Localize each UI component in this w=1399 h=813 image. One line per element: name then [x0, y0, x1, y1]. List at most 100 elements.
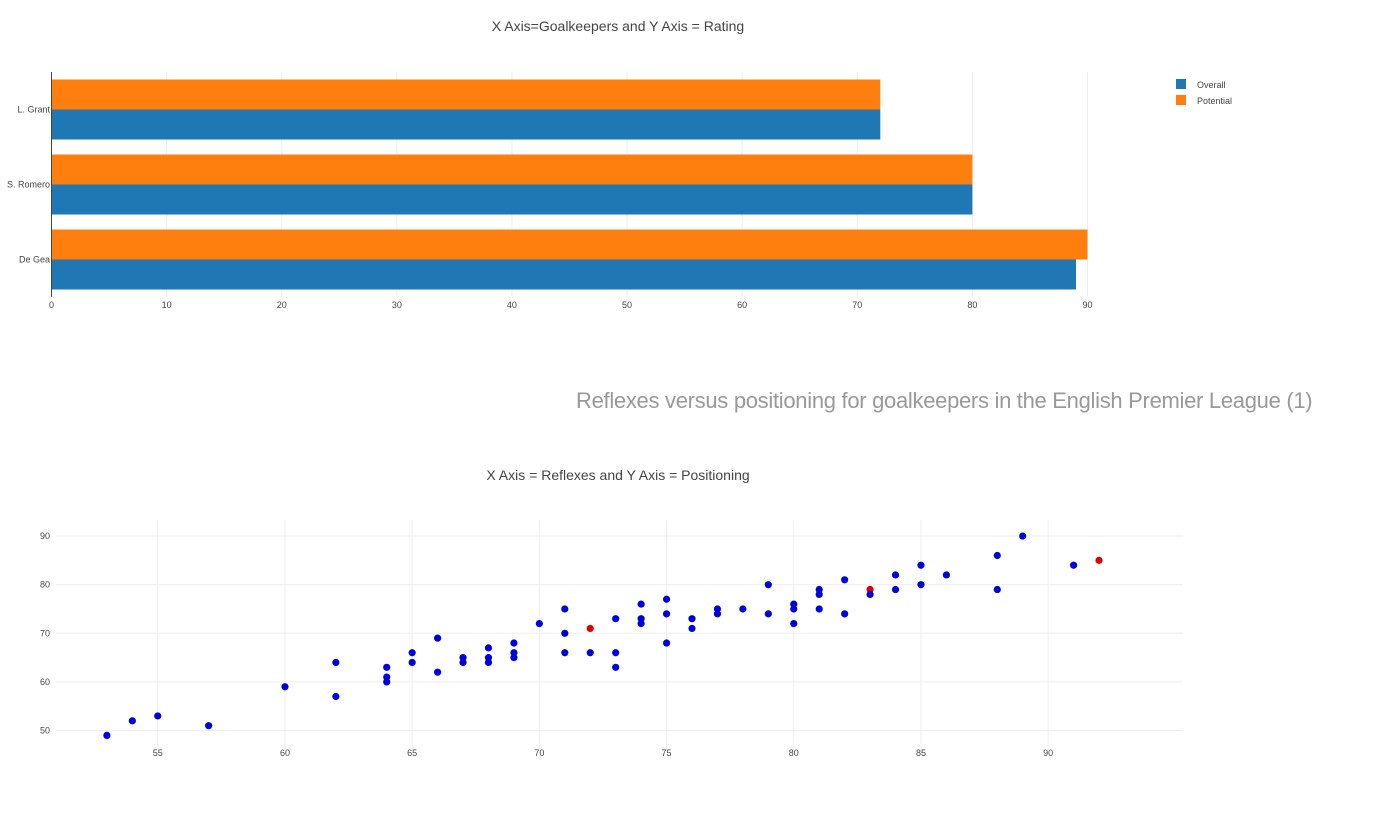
scatter-point	[841, 610, 849, 618]
scatter-point	[281, 683, 289, 691]
scatter-chart-gridlines	[56, 520, 1183, 750]
scatter-chart-y-tick-label: 80	[40, 580, 50, 590]
bar-chart-category-label: S. Romero	[7, 180, 50, 190]
scatter-chart-x-tick-labels: 55 60 65 70 75 80 85 90	[153, 748, 1053, 758]
scatter-point	[128, 717, 136, 725]
scatter-point	[612, 615, 620, 623]
scatter-chart-x-tick-label: 70	[534, 748, 544, 758]
scatter-point	[1070, 561, 1078, 569]
scatter-point	[993, 585, 1001, 594]
scatter-point	[434, 634, 442, 642]
bar-overall-s-romero	[51, 184, 973, 215]
bar-chart-category-label: L. Grant	[17, 105, 50, 115]
scatter-point	[561, 649, 569, 657]
goalkeeper-rating-bar-chart: X Axis=Goalkeepers and Y Axis = Rating D…	[7, 18, 1232, 310]
bar-chart-x-tick-label: 80	[967, 300, 977, 310]
bar-chart-x-tick-label: 40	[507, 300, 517, 310]
scatter-point	[815, 590, 823, 598]
scatter-chart-y-tick-label: 90	[40, 531, 50, 541]
scatter-chart-y-tick-label: 50	[40, 726, 50, 736]
scatter-point	[662, 639, 671, 647]
scatter-point	[205, 722, 213, 730]
scatter-chart-x-tick-label: 85	[916, 748, 926, 758]
scatter-point	[484, 644, 493, 652]
bar-chart-x-tick-labels: 0 10 20 30 40 50 60 70 80 90	[49, 300, 1093, 310]
bar-chart-x-tick-label: 10	[162, 300, 172, 310]
bar-potential-s-romero	[51, 154, 973, 185]
scatter-point	[942, 571, 951, 579]
scatter-chart-x-tick-label: 60	[280, 748, 290, 758]
section-heading: Reflexes versus positioning for goalkeep…	[576, 388, 1313, 413]
scatter-point	[815, 605, 823, 613]
scatter-point	[535, 619, 543, 628]
scatter-point	[917, 561, 925, 569]
bar-chart-category-label: De Gea	[19, 255, 50, 265]
scatter-chart-x-tick-label: 65	[407, 748, 417, 758]
scatter-point	[739, 605, 747, 613]
scatter-point	[891, 571, 900, 579]
bar-chart-x-tick-label: 0	[49, 300, 54, 310]
scatter-point	[1019, 532, 1027, 540]
scatter-point	[332, 658, 340, 667]
bar-chart-x-tick-label: 50	[622, 300, 632, 310]
bar-chart-x-tick-label: 30	[392, 300, 402, 310]
scatter-point	[688, 615, 696, 623]
bar-chart-legend[interactable]: Overall Potential	[1176, 79, 1232, 106]
bar-chart-x-tick-label: 90	[1082, 300, 1092, 310]
scatter-chart-x-tick-label: 75	[662, 748, 672, 758]
bar-overall-l-grant	[51, 109, 881, 140]
bar-chart-x-tick-label: 60	[737, 300, 747, 310]
scatter-point	[484, 658, 493, 667]
scatter-point	[154, 712, 162, 720]
bar-potential-l-grant	[51, 79, 881, 110]
scatter-point	[103, 731, 111, 740]
scatter-point	[688, 624, 696, 633]
scatter-point	[332, 692, 340, 701]
scatter-point	[586, 649, 594, 657]
scatter-point	[764, 610, 772, 618]
scatter-chart-points	[103, 532, 1103, 740]
bar-chart-bars	[51, 79, 1088, 290]
scatter-chart-title: X Axis = Reflexes and Y Axis = Positioni…	[486, 467, 749, 483]
scatter-point-highlighted	[1095, 556, 1103, 564]
scatter-chart-x-tick-label: 55	[153, 748, 163, 758]
scatter-point	[408, 649, 416, 657]
legend-label-overall[interactable]: Overall	[1197, 80, 1226, 90]
scatter-chart-x-tick-label: 90	[1043, 748, 1053, 758]
scatter-point	[612, 649, 620, 657]
scatter-point	[383, 678, 391, 686]
scatter-point	[790, 605, 798, 613]
scatter-point	[408, 658, 416, 667]
scatter-point	[561, 629, 569, 637]
scatter-point	[662, 610, 671, 618]
scatter-point	[891, 585, 900, 594]
legend-swatch-potential[interactable]	[1176, 95, 1186, 105]
scatter-point	[510, 639, 518, 647]
scatter-point-highlighted	[586, 624, 594, 633]
scatter-point	[561, 605, 569, 613]
scatter-point	[459, 658, 467, 667]
legend-label-potential[interactable]: Potential	[1197, 96, 1232, 106]
scatter-point	[866, 590, 874, 598]
scatter-point	[637, 619, 645, 628]
scatter-point	[993, 551, 1001, 560]
scatter-point	[434, 668, 442, 676]
bar-overall-de-gea	[51, 259, 1076, 290]
legend-swatch-overall[interactable]	[1176, 79, 1186, 89]
scatter-point	[637, 600, 645, 608]
scatter-point	[383, 663, 391, 671]
scatter-point	[841, 576, 849, 584]
bar-chart-x-tick-label: 70	[852, 300, 862, 310]
bar-potential-de-gea	[51, 229, 1088, 260]
scatter-chart-y-tick-label: 60	[40, 677, 50, 687]
scatter-point	[612, 663, 620, 671]
reflexes-positioning-scatter-chart: X Axis = Reflexes and Y Axis = Positioni…	[40, 467, 1183, 758]
scatter-point	[764, 581, 772, 589]
scatter-point	[510, 654, 518, 662]
scatter-point	[713, 610, 722, 618]
bar-chart-x-tick-label: 20	[277, 300, 287, 310]
scatter-chart-y-tick-labels: 50 60 70 80 90	[40, 531, 50, 736]
bar-chart-category-labels: De Gea S. Romero L. Grant	[7, 105, 51, 265]
scatter-chart-y-tick-label: 70	[40, 628, 50, 638]
scatter-chart-x-tick-label: 80	[789, 748, 799, 758]
